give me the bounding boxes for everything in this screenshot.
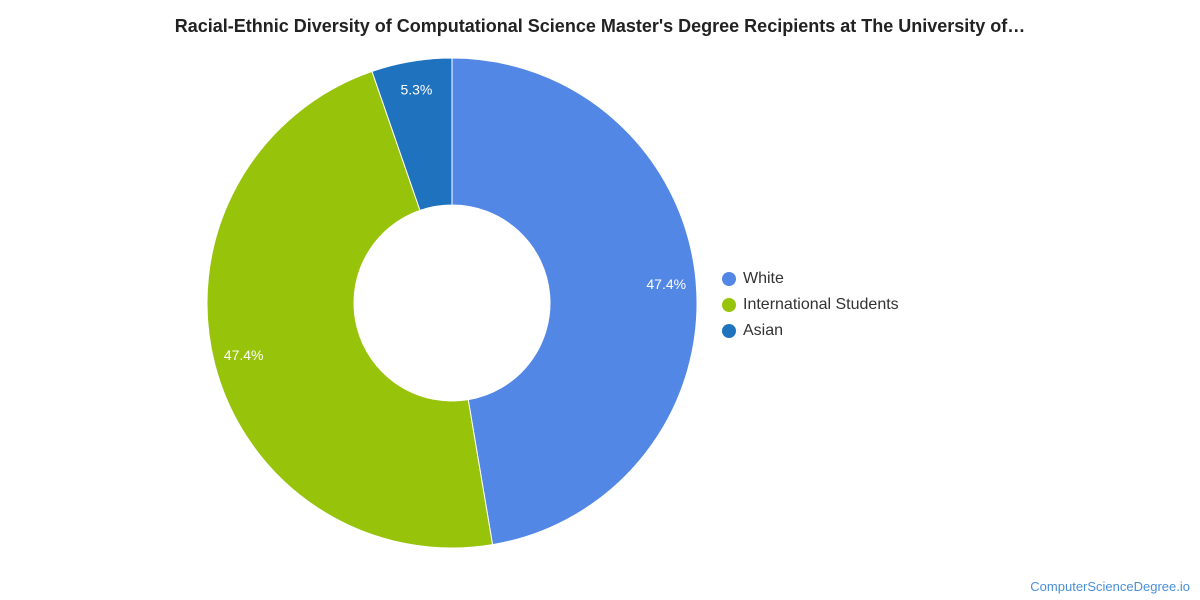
legend-swatch-asian <box>722 324 736 338</box>
legend-label-asian: Asian <box>743 322 784 339</box>
site-watermark[interactable]: ComputerScienceDegree.io <box>1030 579 1190 594</box>
chart-title: Racial-Ethnic Diversity of Computational… <box>174 16 1026 36</box>
slice-label-white: 47.4% <box>646 276 686 292</box>
slice-white[interactable] <box>451 57 698 546</box>
legend-label-international-students: International Students <box>743 296 899 313</box>
legend-item-asian[interactable]: Asian <box>722 318 899 344</box>
slice-label-international-students: 47.4% <box>224 347 264 363</box>
legend-swatch-white <box>722 272 736 286</box>
slice-asian[interactable] <box>371 57 453 212</box>
legend-item-international-students[interactable]: International Students <box>722 292 899 318</box>
slice-international-students[interactable] <box>206 70 494 549</box>
legend-swatch-international-students <box>722 298 736 312</box>
legend-label-white: White <box>743 270 784 287</box>
legend: White International Students Asian <box>722 266 899 344</box>
legend-item-white[interactable]: White <box>722 266 899 292</box>
slice-label-asian: 5.3% <box>400 82 432 98</box>
